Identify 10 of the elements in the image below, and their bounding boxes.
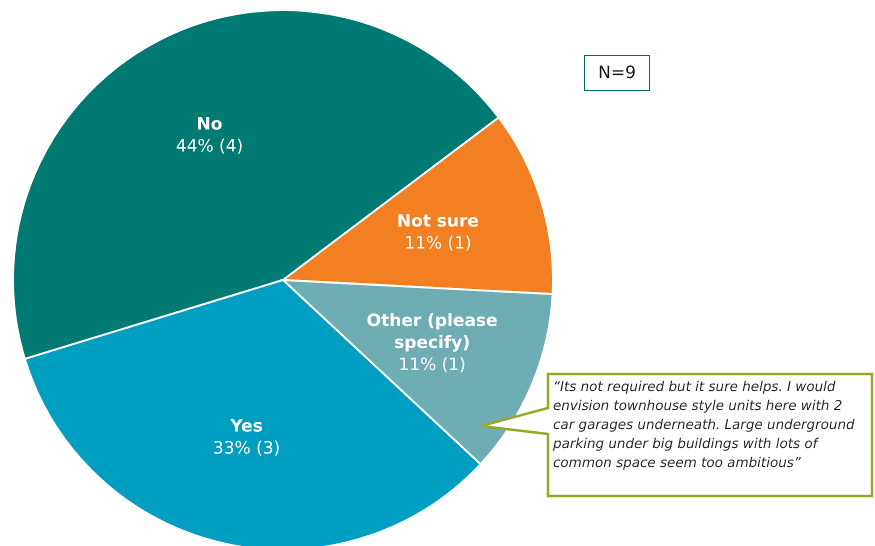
text: “Its not required but it sure helps. I would envision townhouse style units here with 2 car garages underneath. Large underground parking under big buildings with lots of common space seem too ambitious”	[553, 378, 856, 473]
data-label: 11% (1)	[398, 354, 466, 375]
slice-label: Yes	[229, 416, 263, 437]
data-label: 11% (1)	[404, 233, 472, 254]
data-label: 33% (3)	[212, 438, 280, 459]
slice-label: Other (please specify)	[366, 310, 498, 353]
text: N=9	[584, 55, 650, 91]
data-label: 44% (4)	[176, 136, 244, 156]
slice-label: Not sure	[396, 211, 479, 232]
slice-label: No	[196, 114, 222, 134]
